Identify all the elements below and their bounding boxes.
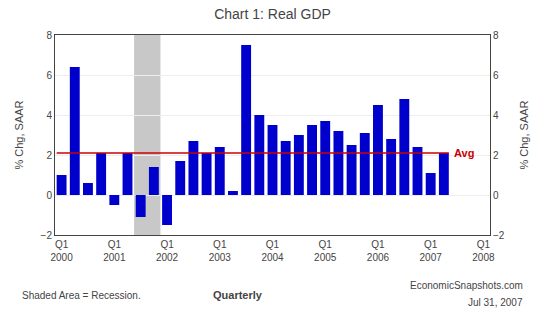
svg-text:0: 0 bbox=[46, 190, 52, 201]
svg-text:6: 6 bbox=[493, 70, 499, 81]
svg-text:6: 6 bbox=[46, 70, 52, 81]
svg-text:Q12002: Q12002 bbox=[156, 239, 179, 263]
svg-text:Shaded Area = Recession.: Shaded Area = Recession. bbox=[22, 290, 141, 301]
svg-text:4: 4 bbox=[493, 110, 499, 121]
svg-text:Q12001: Q12001 bbox=[103, 239, 126, 263]
svg-text:Q12007: Q12007 bbox=[420, 239, 443, 263]
svg-text:0: 0 bbox=[493, 190, 499, 201]
svg-text:Chart 1: Real GDP: Chart 1: Real GDP bbox=[214, 6, 331, 22]
svg-text:Quarterly: Quarterly bbox=[213, 289, 263, 301]
svg-text:2: 2 bbox=[46, 150, 52, 161]
svg-text:Q12005: Q12005 bbox=[314, 239, 337, 263]
svg-text:Q12000: Q12000 bbox=[50, 239, 73, 263]
svg-text:4: 4 bbox=[46, 110, 52, 121]
svg-text:Q12003: Q12003 bbox=[209, 239, 232, 263]
svg-text:Jul 31, 2007: Jul 31, 2007 bbox=[468, 297, 523, 308]
svg-text:−2: −2 bbox=[41, 230, 53, 241]
svg-text:Q12006: Q12006 bbox=[367, 239, 390, 263]
svg-text:2: 2 bbox=[493, 150, 499, 161]
svg-text:% Chg, SAAR: % Chg, SAAR bbox=[13, 100, 25, 169]
svg-text:−2: −2 bbox=[493, 230, 505, 241]
svg-text:% Chg, SAAR: % Chg, SAAR bbox=[518, 100, 530, 169]
svg-text:Q12004: Q12004 bbox=[261, 239, 284, 263]
svg-text:8: 8 bbox=[493, 30, 499, 41]
svg-text:8: 8 bbox=[46, 30, 52, 41]
svg-text:EconomicSnapshots.com: EconomicSnapshots.com bbox=[410, 280, 523, 291]
svg-text:Q12008: Q12008 bbox=[472, 239, 495, 263]
svg-text:Avg: Avg bbox=[454, 147, 474, 159]
